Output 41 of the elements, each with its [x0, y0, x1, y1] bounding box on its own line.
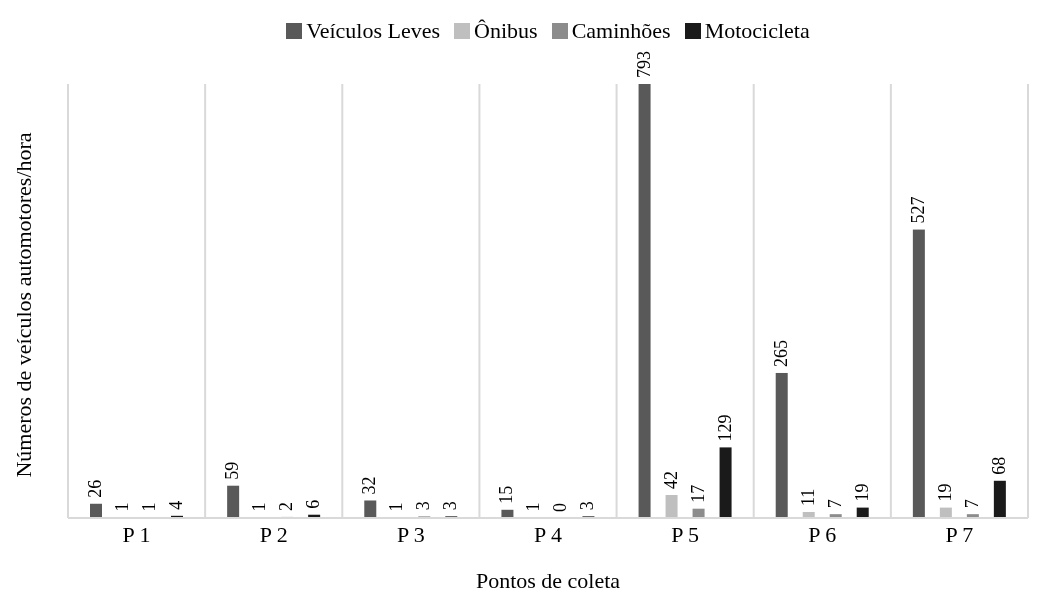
data-label: 15 — [496, 485, 517, 504]
x-tick-label: P 6 — [808, 521, 837, 547]
y-axis-title: Números de veículos automotores/hora — [11, 132, 37, 478]
data-label: 1 — [112, 502, 132, 512]
data-label: 1 — [386, 502, 407, 512]
legend-label: Ônibus — [473, 18, 538, 44]
data-label: 2 — [276, 501, 297, 511]
data-label: 42 — [660, 471, 681, 490]
legend-label: Veículos Leves — [305, 18, 441, 44]
data-label: 11 — [797, 488, 818, 506]
data-label: 527 — [907, 196, 928, 224]
data-label: 0 — [550, 503, 571, 512]
data-label: 17 — [687, 484, 708, 503]
data-label: 1 — [249, 502, 270, 512]
data-label: 19 — [851, 483, 872, 502]
legend-label: Caminhões — [570, 18, 671, 44]
data-label: 59 — [222, 461, 243, 480]
data-label: 6 — [303, 499, 324, 509]
data-label: 3 — [577, 501, 598, 511]
x-tick-label: P 1 — [122, 521, 151, 547]
data-label: 265 — [770, 339, 791, 367]
data-label: 1 — [523, 502, 544, 512]
data-label: 26 — [85, 479, 105, 498]
data-label: 3 — [440, 501, 461, 511]
data-label: 3 — [413, 501, 434, 511]
data-label: 7 — [824, 499, 845, 509]
data-label: 129 — [714, 414, 735, 442]
x-tick-label: P 4 — [534, 521, 562, 547]
x-tick-label: P 7 — [945, 521, 974, 547]
data-label: 793 — [633, 51, 654, 78]
x-axis-title: Pontos de coleta — [475, 568, 621, 593]
data-label: 7 — [961, 499, 982, 509]
x-tick-label: P 3 — [396, 521, 425, 547]
x-tick-label: P 5 — [671, 521, 700, 547]
x-tick-label: P 2 — [259, 521, 288, 547]
data-label: 1 — [139, 502, 159, 512]
data-label: 32 — [359, 476, 380, 495]
data-label: 19 — [934, 483, 955, 502]
data-label: 4 — [166, 500, 186, 510]
legend-label: Motocicleta — [703, 18, 810, 44]
data-label: 68 — [988, 456, 1009, 475]
